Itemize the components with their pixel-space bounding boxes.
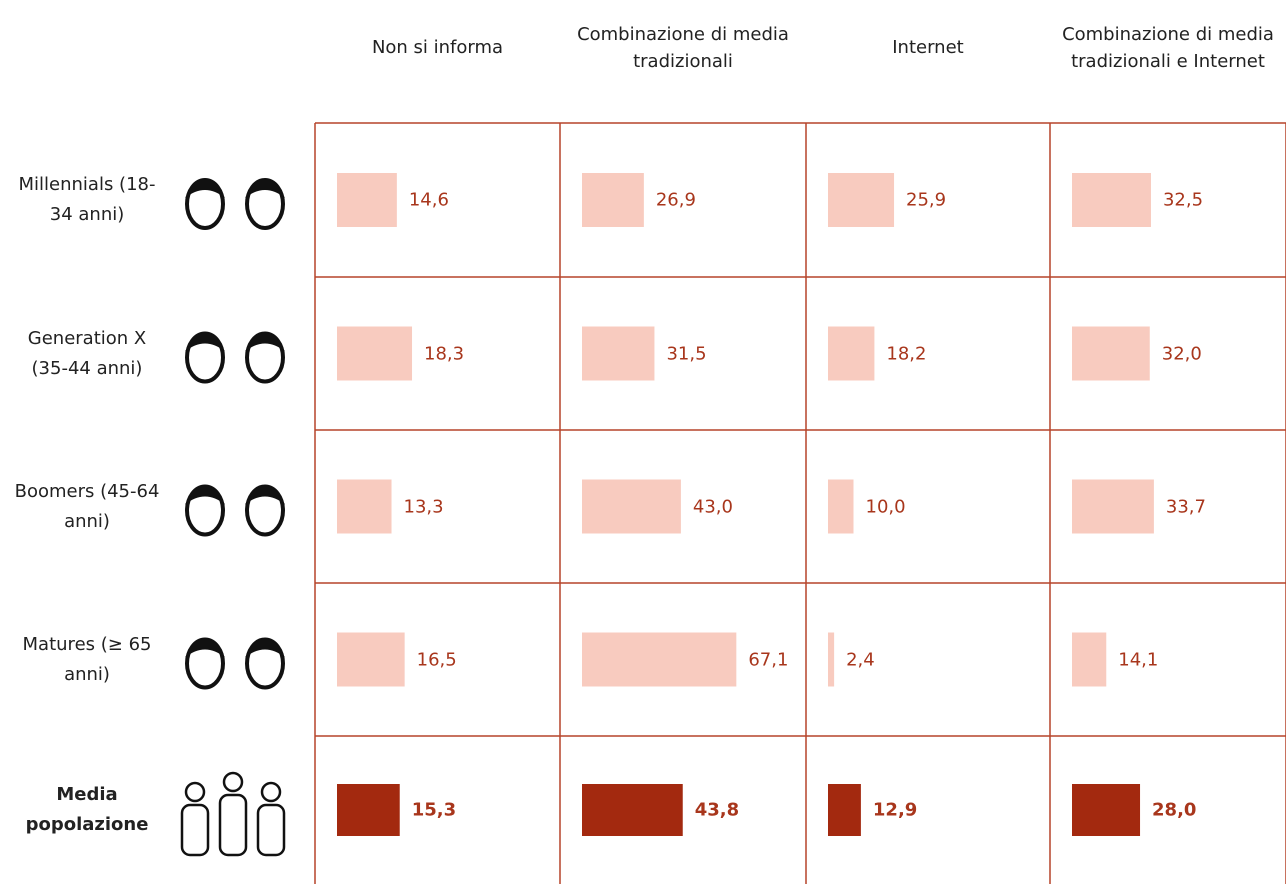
- value-label: 28,0: [1152, 799, 1197, 821]
- value-label: 14,6: [408, 189, 449, 211]
- value-label: 15,3: [411, 799, 457, 821]
- bar: [828, 326, 875, 381]
- row-label: Generation X (35-44 anni): [27, 327, 147, 379]
- value-label: 14,1: [1118, 649, 1159, 670]
- bar: [337, 632, 405, 687]
- bar: [582, 173, 644, 227]
- value-label: 13,3: [403, 496, 444, 517]
- hair-icon: [185, 485, 225, 505]
- bar: [582, 784, 683, 836]
- bar: [582, 326, 655, 381]
- person-icon: [260, 781, 282, 803]
- hair-icon: [245, 638, 285, 658]
- bar: [1072, 479, 1154, 534]
- hair-icon: [185, 179, 225, 198]
- value-label: 26,9: [655, 189, 696, 211]
- value-label: 16,5: [416, 649, 457, 670]
- value-label: 25,9: [906, 189, 947, 211]
- hair-icon: [245, 332, 285, 352]
- person-icon: [184, 781, 206, 803]
- bar: [337, 326, 413, 381]
- column-header: Internet: [892, 37, 964, 58]
- person-icon: [256, 803, 286, 857]
- bar: [828, 173, 895, 227]
- row-label: Millennials (18-34 anni): [18, 174, 156, 225]
- bar: [582, 479, 681, 534]
- bar: [1072, 632, 1107, 687]
- value-label: 31,5: [666, 343, 707, 364]
- value-label: 67,1: [748, 649, 789, 670]
- bar: [828, 632, 835, 687]
- value-label: 10,0: [865, 496, 906, 517]
- bar: [828, 784, 861, 836]
- bar: [337, 173, 397, 227]
- bar: [1072, 784, 1141, 836]
- hair-icon: [185, 638, 225, 658]
- value-label: 18,2: [886, 343, 927, 364]
- column-header: Non si informa: [371, 37, 504, 58]
- value-label: 32,0: [1161, 343, 1202, 364]
- column-header: Combinazione di media tradizionali e Int…: [1062, 23, 1274, 72]
- bar: [828, 479, 854, 534]
- row-label: Media popolazione: [25, 784, 149, 835]
- hair-icon: [245, 485, 285, 505]
- value-label: 32,5: [1162, 189, 1204, 211]
- hair-icon: [245, 179, 285, 198]
- value-label: 43,8: [694, 799, 740, 821]
- row-label: Boomers (45-64 anni): [14, 480, 160, 532]
- bar: [582, 632, 737, 687]
- hair-icon: [185, 332, 225, 352]
- bar: [337, 479, 392, 534]
- column-header: Combinazione di media tradizionali: [577, 23, 789, 72]
- bar: [1072, 173, 1151, 227]
- value-label: 18,3: [424, 343, 465, 364]
- row-label: Matures (≥ 65 anni): [22, 633, 152, 685]
- value-label: 2,4: [846, 649, 875, 670]
- bar: [1072, 326, 1150, 381]
- person-icon: [222, 771, 244, 793]
- value-label: 33,7: [1165, 496, 1206, 517]
- value-label: 12,9: [872, 799, 918, 821]
- person-icon: [180, 803, 210, 857]
- value-label: 43,0: [692, 496, 733, 517]
- bar: [337, 784, 400, 836]
- person-icon: [218, 793, 248, 857]
